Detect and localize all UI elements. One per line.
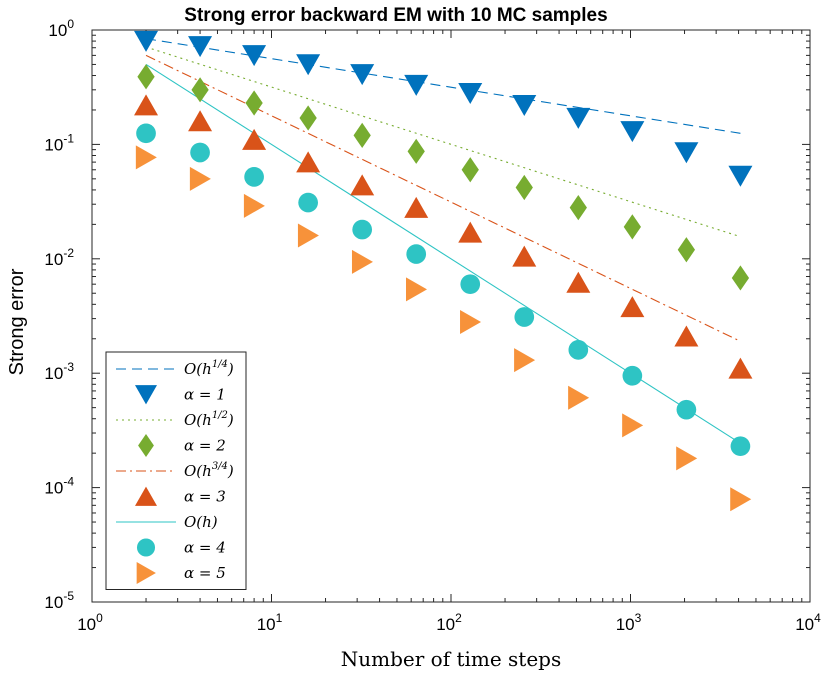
x-axis-label: Number of time steps [341,647,562,671]
data-point [404,74,429,96]
data-point [296,54,321,76]
data-point [569,195,587,221]
data-point [622,413,644,438]
legend-label: O(h1/2) [184,410,234,429]
legend-marker-swatch [138,433,154,458]
data-point [512,245,537,267]
data-point [404,196,429,218]
data-point [458,83,483,105]
y-tick-label: 10-3 [44,360,74,383]
reference-line [145,38,741,134]
data-point [188,36,213,58]
data-point [461,157,479,183]
data-point [512,95,537,117]
chart-title: Strong error backward EM with 10 MC samp… [184,5,607,26]
data-point [458,221,483,243]
data-point [406,277,428,302]
data-point [460,274,481,295]
data-point [566,271,591,293]
data-point [676,399,697,420]
data-point [296,151,321,173]
data-point [460,310,482,335]
data-point [242,128,267,150]
data-point [674,325,699,347]
data-point [407,138,425,164]
data-point [674,142,699,164]
data-point [189,166,211,191]
x-tick-label: 103 [616,611,642,634]
data-point [134,94,159,116]
data-point [728,165,753,187]
data-point [568,340,589,360]
data-point [514,307,535,327]
plot-area: 100 101 102 103 104 100 10-1 10-2 10-3 10-4 10-5 O(… [44,17,821,634]
data-point [620,121,645,143]
legend-label: α = 1 [184,386,226,404]
data-point [514,348,536,373]
data-point [135,145,157,170]
legend-label: O(h) [184,513,218,531]
data-point [730,487,752,512]
reference-line [145,63,741,444]
data-point [297,223,319,248]
legend-label: O(h3/4) [184,461,234,480]
legend-label: α = 4 [184,539,226,557]
legend-label: O(h1/4) [184,359,234,378]
data-point [353,122,371,148]
legend-marker-swatch [135,385,157,405]
x-tick-label: 104 [795,611,821,634]
legend-label: α = 5 [184,564,226,582]
x-tick-label: 100 [77,611,103,634]
legend-marker-swatch [135,486,157,506]
legend-marker-swatch [136,562,156,584]
reference-line [145,54,741,342]
data-point [731,265,750,291]
data-point [242,45,267,67]
data-point [352,219,373,240]
data-point [191,77,209,103]
data-point [243,193,265,218]
data-point [730,436,751,457]
data-point [298,192,318,213]
data-point [136,123,156,144]
data-point [351,249,373,274]
x-tick-label: 101 [257,611,283,634]
data-point [406,244,427,264]
data-point [245,90,263,116]
data-point [244,167,264,187]
y-tick-label: 100 [48,17,74,40]
data-point [676,446,698,471]
y-tick-label: 10-2 [44,246,74,269]
data-point [677,237,696,263]
data-point [188,110,213,132]
legend-marker-swatch [136,538,156,557]
data-point [350,64,375,86]
data-point [134,30,159,52]
data-point [515,174,533,201]
y-tick-label: 10-4 [44,475,74,498]
y-tick-label: 10-5 [44,589,74,612]
legend-label: α = 3 [184,488,226,506]
data-point [568,385,590,410]
data-point [350,174,375,196]
data-point [620,296,645,318]
data-point [728,357,753,379]
data-point [622,365,643,386]
data-point [566,107,591,129]
legend-label: α = 2 [184,437,226,455]
y-axis-label: Strong error [6,268,28,375]
data-point [137,64,155,90]
reference-line [145,46,741,238]
data-point [190,142,210,163]
data-point [299,105,317,131]
data-point [623,214,641,240]
legend-box [105,351,247,590]
legend: O(h1/4) α = 1 O(h1/2) α = 2 O(h3/4) α = 3 O(h)… [105,351,247,590]
y-tick-label: 10-1 [44,131,74,154]
x-tick-label: 102 [436,611,462,634]
